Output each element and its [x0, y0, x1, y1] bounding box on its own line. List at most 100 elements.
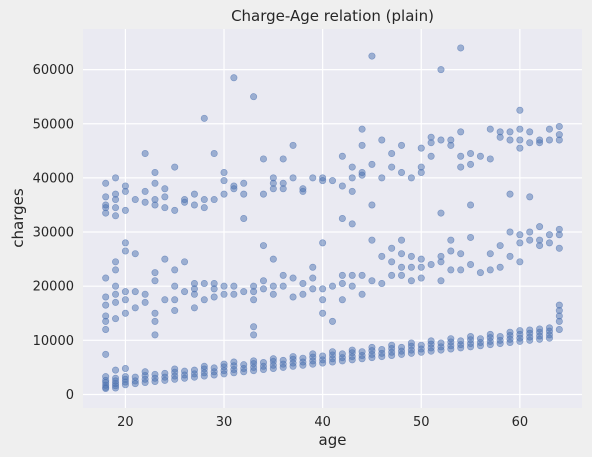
data-point: [141, 368, 149, 376]
data-point: [398, 271, 406, 279]
data-point: [151, 331, 159, 339]
data-point: [102, 373, 110, 381]
x-tick-label: 60: [512, 415, 529, 430]
data-point: [545, 239, 553, 247]
data-point: [289, 353, 297, 361]
data-point: [250, 93, 258, 101]
data-point: [319, 239, 327, 247]
data-point: [259, 285, 267, 293]
data-point: [200, 196, 208, 204]
data-point: [526, 128, 534, 136]
data-point: [506, 228, 514, 236]
x-tick-label: 40: [314, 415, 331, 430]
data-point: [417, 163, 425, 171]
data-point: [417, 263, 425, 271]
data-point: [378, 136, 386, 144]
data-point: [536, 223, 544, 231]
data-point: [250, 296, 258, 304]
data-point: [309, 285, 317, 293]
data-point: [240, 215, 248, 223]
data-point: [151, 269, 159, 277]
data-point: [536, 136, 544, 144]
data-point: [240, 179, 248, 187]
x-tick-label: 50: [413, 415, 430, 430]
data-point: [496, 128, 504, 136]
data-point: [112, 374, 120, 382]
data-point: [388, 244, 396, 252]
data-point: [190, 279, 198, 287]
data-point: [358, 125, 366, 133]
data-point: [457, 163, 465, 171]
data-point: [447, 335, 455, 343]
data-point: [171, 163, 179, 171]
data-point: [555, 131, 563, 139]
data-point: [388, 341, 396, 349]
data-point: [259, 277, 267, 285]
data-point: [437, 339, 445, 347]
data-point: [200, 362, 208, 370]
data-point: [368, 160, 376, 168]
data-point: [220, 190, 228, 198]
data-point: [112, 315, 120, 323]
data-point: [309, 174, 317, 182]
data-point: [230, 290, 238, 298]
y-tick-label: 40000: [33, 171, 74, 186]
data-point: [526, 326, 534, 334]
data-point: [171, 282, 179, 290]
data-point: [476, 269, 484, 277]
y-tick-label: 20000: [33, 280, 74, 295]
y-tick-label: 60000: [33, 63, 74, 78]
data-point: [447, 266, 455, 274]
data-point: [437, 136, 445, 144]
data-point: [250, 282, 258, 290]
data-point: [368, 201, 376, 209]
data-point: [131, 288, 139, 296]
data-point: [141, 290, 149, 298]
data-point: [338, 182, 346, 190]
data-point: [112, 212, 120, 220]
data-point: [240, 288, 248, 296]
data-point: [516, 106, 524, 114]
data-point: [171, 296, 179, 304]
data-point: [476, 335, 484, 343]
data-point: [112, 190, 120, 198]
data-point: [151, 168, 159, 176]
data-point: [467, 261, 475, 269]
data-point: [112, 298, 120, 306]
data-point: [536, 325, 544, 333]
data-point: [545, 324, 553, 332]
data-point: [388, 163, 396, 171]
data-point: [457, 337, 465, 345]
data-point: [289, 274, 297, 282]
data-point: [447, 236, 455, 244]
data-point: [338, 296, 346, 304]
data-point: [457, 266, 465, 274]
data-point: [171, 365, 179, 373]
data-point: [516, 231, 524, 239]
data-point: [121, 309, 129, 317]
data-point: [131, 373, 139, 381]
data-point: [348, 174, 356, 182]
data-point: [279, 155, 287, 163]
data-point: [398, 250, 406, 258]
data-point: [299, 185, 307, 193]
data-point: [200, 279, 208, 287]
chart-title: Charge-Age relation (plain): [231, 7, 434, 25]
data-point: [289, 174, 297, 182]
data-point: [358, 348, 366, 356]
y-tick-labels: 0 10000 20000 30000 40000 50000 60000: [33, 63, 74, 403]
data-point: [151, 277, 159, 285]
data-point: [338, 279, 346, 287]
data-points: [102, 44, 563, 393]
data-point: [220, 360, 228, 368]
data-point: [407, 339, 415, 347]
data-point: [555, 122, 563, 130]
data-point: [348, 187, 356, 195]
data-point: [516, 327, 524, 335]
data-point: [181, 367, 189, 375]
data-point: [269, 174, 277, 182]
data-point: [190, 201, 198, 209]
data-point: [259, 242, 267, 250]
data-point: [161, 369, 169, 377]
data-point: [299, 290, 307, 298]
